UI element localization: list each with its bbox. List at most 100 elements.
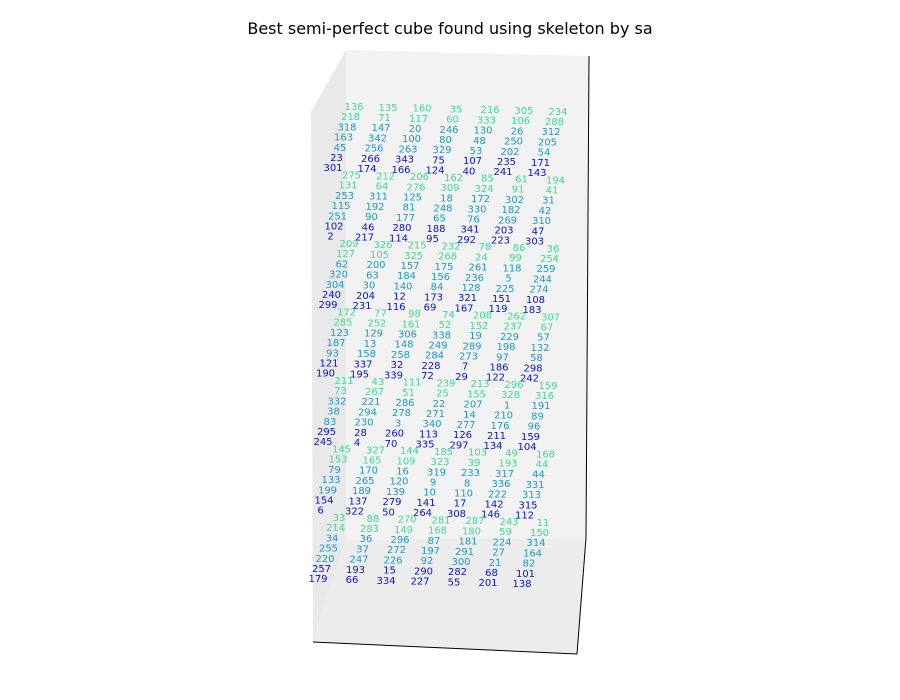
cube-cell-label: 333 <box>477 115 496 126</box>
cube-cell-label: 23 <box>330 153 343 164</box>
cube-cell-label: 3 <box>395 418 401 429</box>
cube-cell-label: 212 <box>376 171 395 182</box>
cube-cell-label: 38 <box>327 407 340 418</box>
cube-cell-label: 14 <box>463 410 476 421</box>
cube-cell-label: 111 <box>402 378 421 389</box>
cube-cell-label: 67 <box>541 323 554 334</box>
cube-cell-label: 45 <box>334 143 347 154</box>
cube-cell-label: 168 <box>428 526 447 537</box>
cube-cell-label: 127 <box>336 249 355 260</box>
cube-cell-label: 79 <box>328 465 341 476</box>
cube-cell-label: 184 <box>397 271 416 282</box>
cube-cell-label: 172 <box>337 308 356 319</box>
cube-cell-label: 177 <box>396 213 415 224</box>
cube-cell-label: 225 <box>495 284 514 295</box>
cube-cell-label: 163 <box>334 133 353 144</box>
cube-cell-label: 16 <box>396 467 409 478</box>
cube-cell-label: 195 <box>350 370 369 381</box>
cube-cell-label: 239 <box>436 378 455 389</box>
cube-cell-label: 86 <box>513 243 526 254</box>
cube-cell-label: 28 <box>354 428 367 439</box>
cube-cell-label: 332 <box>327 396 346 407</box>
cube-cell-label: 81 <box>403 203 416 214</box>
cube-cell-label: 324 <box>474 184 493 195</box>
cube-cell-label: 5 <box>505 274 511 285</box>
cube-cell-label: 171 <box>531 158 550 169</box>
cube-cell-label: 80 <box>439 135 452 146</box>
cube-cell-label: 192 <box>365 202 384 213</box>
cube-cell-label: 43 <box>372 377 385 388</box>
cube-cell-label: 62 <box>336 259 349 270</box>
cube-cell-label: 118 <box>502 263 521 274</box>
cube-cell-label: 189 <box>352 486 371 497</box>
cube-cell-label: 147 <box>371 123 390 134</box>
cube-cell-label: 108 <box>526 295 545 306</box>
cube-cell-label: 33 <box>333 513 346 524</box>
cube-cell-label: 304 <box>325 280 344 291</box>
cube-cell-label: 290 <box>414 566 433 577</box>
cube-cell-label: 84 <box>431 282 444 293</box>
cube-cell-label: 176 <box>490 421 509 432</box>
cube-cell-label: 340 <box>422 419 441 430</box>
cube-cell-label: 17 <box>454 499 467 510</box>
cube-cell-label: 93 <box>326 348 339 359</box>
cube-cell-label: 197 <box>421 546 440 557</box>
cube-cell-label: 267 <box>365 387 384 398</box>
cube-cell-label: 247 <box>349 555 368 566</box>
cube-cell-label: 285 <box>333 318 352 329</box>
cube-cell-label: 146 <box>481 510 500 521</box>
cube-cell-label: 99 <box>509 253 522 264</box>
cube-cell-label: 261 <box>468 263 487 274</box>
cube-cell-label: 18 <box>440 193 453 204</box>
cube-cell-label: 165 <box>362 456 381 467</box>
cube-cell-label: 162 <box>444 173 463 184</box>
cube-cell-label: 279 <box>382 497 401 508</box>
cube-cell-label: 180 <box>462 526 481 537</box>
cube-cell-label: 224 <box>492 537 511 548</box>
cube-cell-label: 31 <box>542 196 555 207</box>
cube-cell-label: 27 <box>492 548 505 559</box>
cube-cell-label: 310 <box>532 216 551 227</box>
cube-cell-label: 341 <box>460 225 479 236</box>
cube-cell-label: 185 <box>434 447 453 458</box>
cube-cell-label: 164 <box>523 548 542 559</box>
cube-cell-label: 289 <box>462 341 481 352</box>
cube-cell-label: 153 <box>328 455 347 466</box>
cube-cell-label: 157 <box>400 261 419 272</box>
cube-cell-label: 208 <box>473 311 492 322</box>
cube-cell-label: 4 <box>354 438 360 449</box>
axes-panes <box>311 50 590 655</box>
cube-cell-label: 72 <box>421 371 434 382</box>
cube-cell-label: 218 <box>341 112 360 123</box>
cube-cell-label: 19 <box>469 331 482 342</box>
cube-cell-label: 303 <box>525 237 544 248</box>
cube-cell-label: 158 <box>357 349 376 360</box>
cube-cell-label: 256 <box>364 144 383 155</box>
cube-cell-label: 233 <box>461 468 480 479</box>
cube-cell-label: 149 <box>394 525 413 536</box>
cube-cell-label: 2 <box>327 232 333 243</box>
cube-cell-label: 76 <box>467 215 480 226</box>
cube-cell-label: 115 <box>331 201 350 212</box>
cube-cell-label: 135 <box>378 103 397 114</box>
cube-cell-label: 44 <box>532 470 545 481</box>
cube-cell-label: 315 <box>518 500 537 511</box>
cube-cell-label: 123 <box>330 328 349 339</box>
cube-cell-label: 291 <box>455 547 474 558</box>
cube-cell-label: 210 <box>494 411 513 422</box>
cube-cell-label: 92 <box>421 556 434 567</box>
cube-cell-label: 36 <box>547 244 560 255</box>
cube-cell-label: 254 <box>540 254 559 265</box>
cube-cell-label: 173 <box>424 292 443 303</box>
cube-cell-label: 168 <box>536 449 555 460</box>
cube-cell-label: 60 <box>446 115 459 126</box>
cube-cell-label: 172 <box>471 194 490 205</box>
cube-cell-label: 1 <box>504 400 510 411</box>
cube-cell-label: 137 <box>348 496 367 507</box>
cube-cell-label: 231 <box>352 301 371 312</box>
cube-cell-label: 152 <box>469 321 488 332</box>
cube-cell-label: 190 <box>316 369 335 380</box>
cube-cell-label: 107 <box>463 156 482 167</box>
cube-cell-label: 101 <box>516 569 535 580</box>
